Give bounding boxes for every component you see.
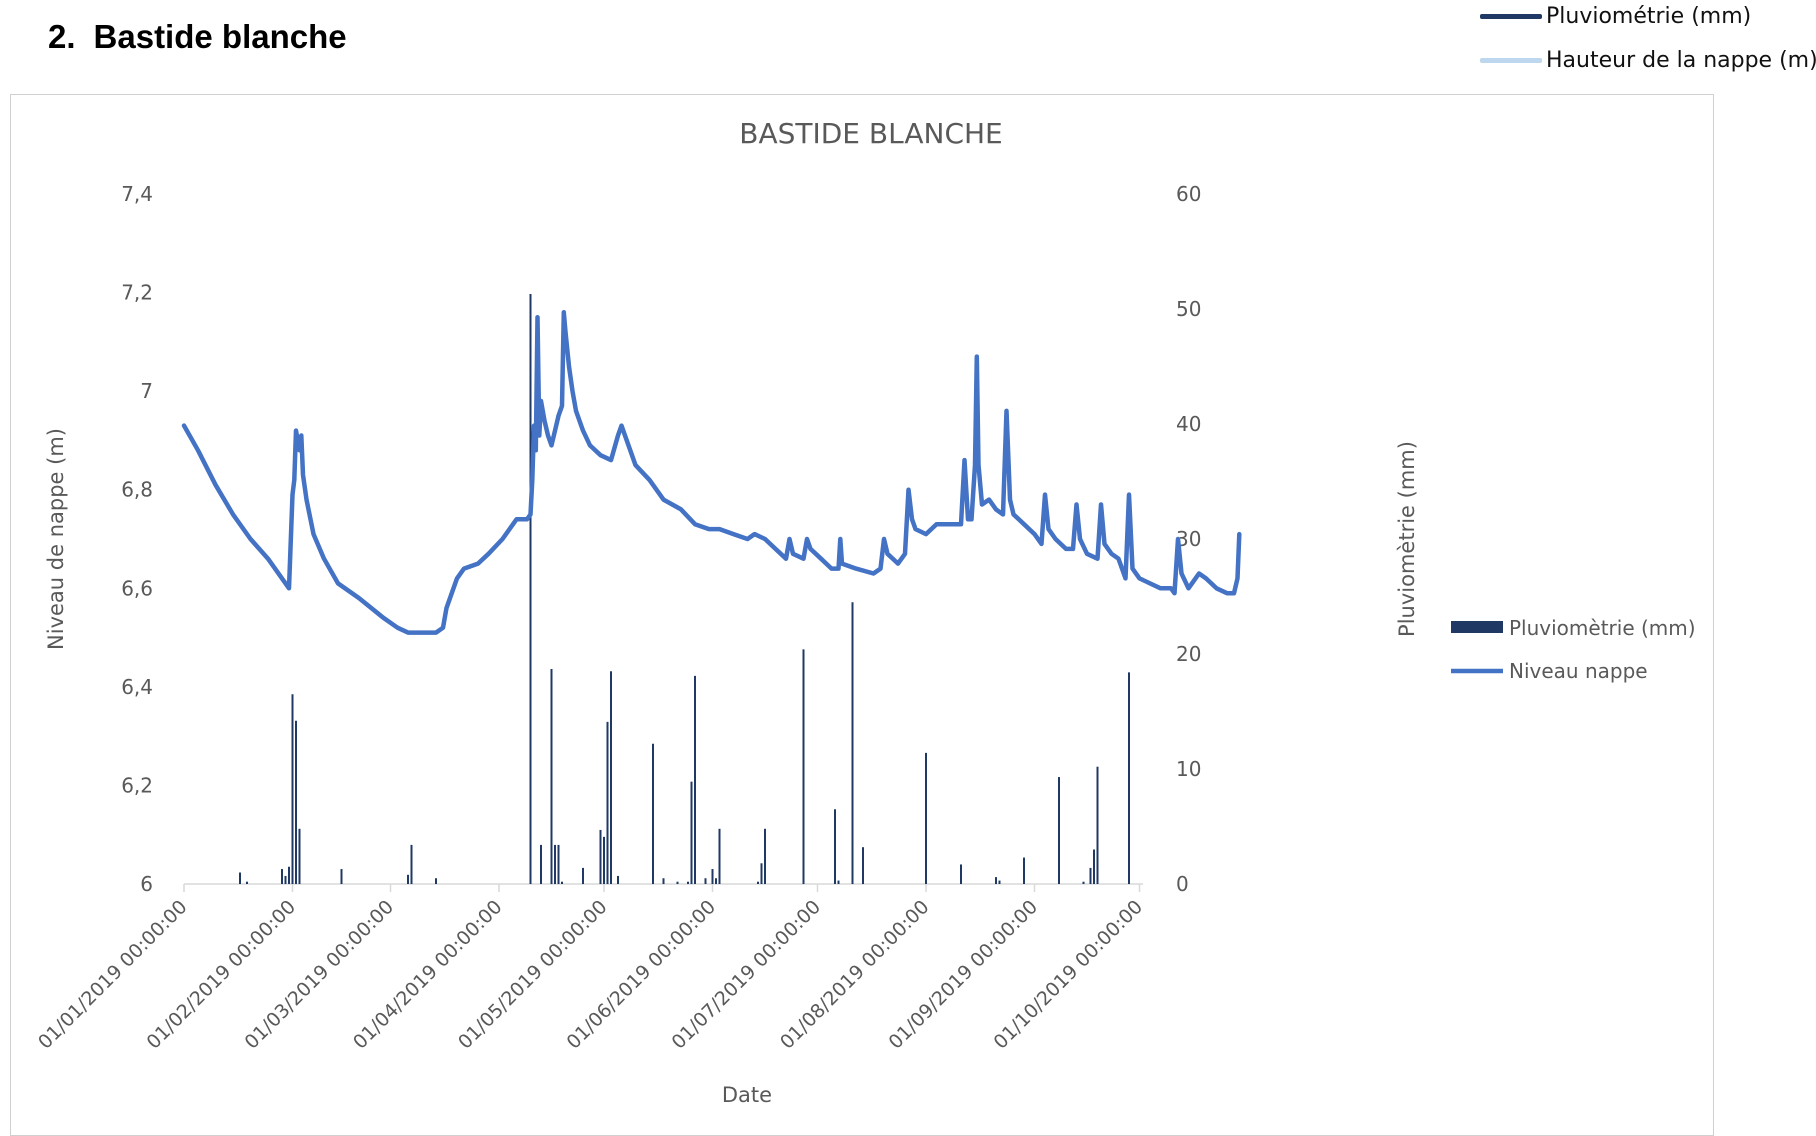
heading-text: Bastide blanche	[93, 18, 347, 55]
top-legend-swatch-pluvio	[1480, 14, 1542, 19]
top-legend-item-pluvio: Pluviométrie (mm)	[1480, 4, 1751, 29]
y-left-tick-label: 6,8	[121, 478, 153, 502]
chart-svg: BASTIDE BLANCHE 6 6,2 6,4 6,6 6,8 7 7,2 7,4 0 10 20…	[34, 117, 1696, 1107]
top-legend-label-pluvio: Pluviométrie (mm)	[1546, 4, 1752, 29]
heading-number: 2.	[48, 18, 76, 55]
chart-title: BASTIDE BLANCHE	[739, 117, 1003, 150]
top-legend-swatch-nappe	[1480, 58, 1542, 63]
y-right-axis-label: Pluviomètrie (mm)	[1395, 441, 1419, 637]
y-right-tick-label: 20	[1176, 642, 1201, 666]
y-right-tick-label: 10	[1176, 757, 1201, 781]
legend-label-pluvio: Pluviomètrie (mm)	[1509, 616, 1696, 640]
x-axis-label: Date	[722, 1083, 772, 1107]
y-right-tick-label: 50	[1176, 297, 1201, 321]
nappe-line	[181, 310, 1242, 635]
y-left-tick-label: 6,4	[121, 675, 153, 699]
y-left-tick-label: 6,6	[121, 576, 153, 600]
page-heading: 2. Bastide blanche	[48, 18, 347, 56]
y-right-tick-label: 40	[1176, 412, 1201, 436]
y-left-tick-label: 6,2	[121, 773, 153, 797]
y-left-tick-label: 7	[140, 379, 153, 403]
y-left-axis-label: Niveau de nappe (m)	[44, 428, 68, 650]
legend-swatch-pluvio	[1451, 621, 1503, 633]
y-right-tick-label: 0	[1176, 872, 1189, 896]
y-left-tick-label: 6	[140, 872, 153, 896]
y-right-tick-label: 60	[1176, 182, 1201, 206]
top-legend-item-nappe: Hauteur de la nappe (m)	[1480, 48, 1816, 73]
y-left-tick-label: 7,4	[121, 182, 153, 206]
top-legend-label-nappe: Hauteur de la nappe (m)	[1546, 48, 1816, 73]
legend-label-nappe: Niveau nappe	[1509, 659, 1648, 683]
chart-frame: BASTIDE BLANCHE 6 6,2 6,4 6,6 6,8 7 7,2 7,4 0 10 20…	[10, 94, 1714, 1136]
y-left-tick-label: 7,2	[121, 281, 153, 305]
